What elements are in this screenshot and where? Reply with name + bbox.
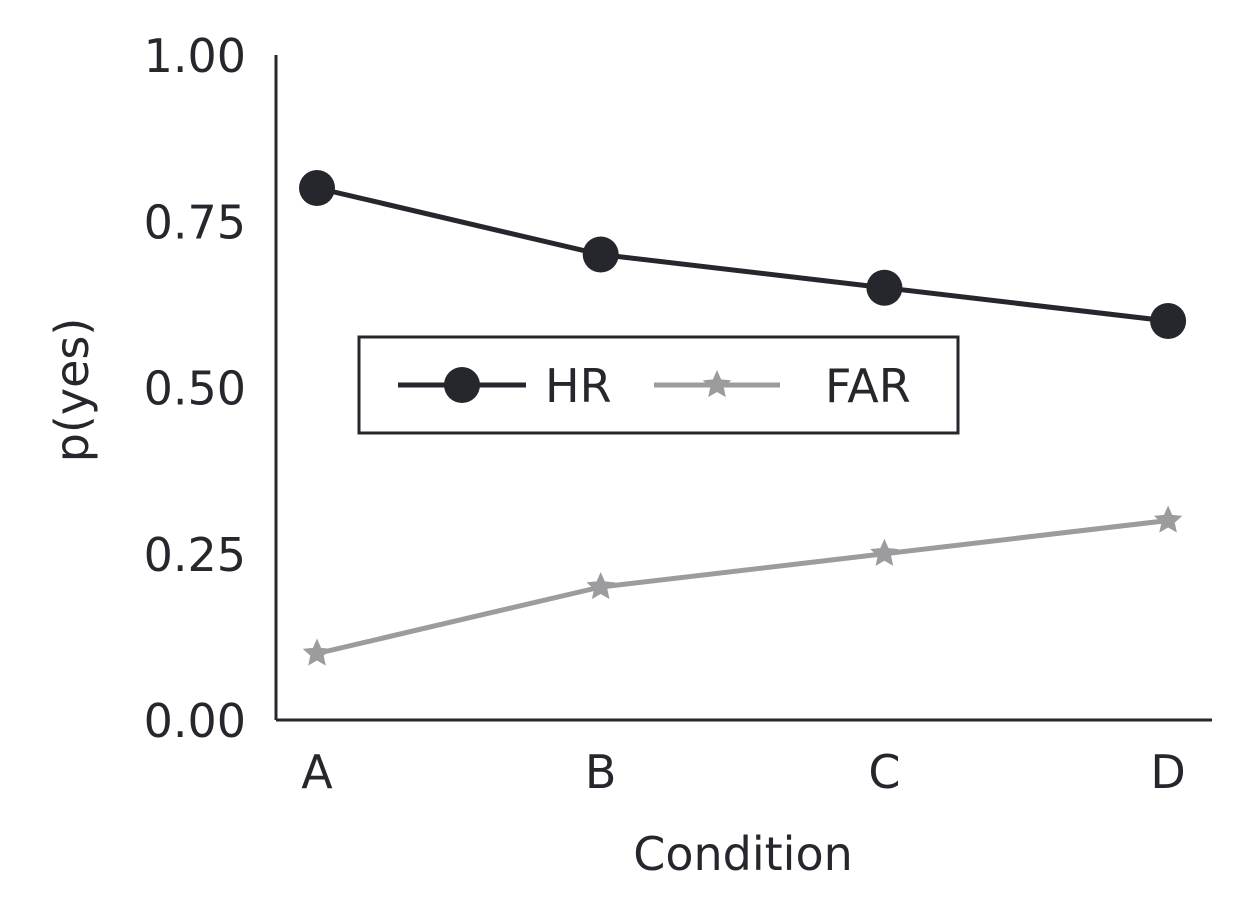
legend-hr-marker [444, 367, 480, 403]
legend-items: HR FAR [398, 359, 911, 413]
x-tick-label: C [868, 745, 900, 799]
legend-far-label: FAR [825, 359, 911, 413]
series-hr-point [582, 236, 619, 273]
legend-item-hr: HR [398, 359, 612, 413]
legend-hr-label: HR [545, 359, 612, 413]
y-tick-label: 0.25 [144, 528, 246, 582]
series-hr-point [299, 170, 335, 206]
y-tick-labels: 0.00 0.25 0.50 0.75 1.00 [144, 29, 246, 748]
legend-far-marker [702, 370, 732, 398]
series-far-point [1153, 505, 1183, 533]
x-tick-labels: A B C D [301, 745, 1186, 799]
x-tick-label: B [585, 745, 617, 799]
y-tick-label: 0.50 [144, 362, 246, 416]
series-far-point [302, 638, 332, 666]
series-far-point [586, 572, 615, 600]
x-axis-title: Condition [633, 827, 853, 881]
series-hr-point [1150, 303, 1187, 339]
series-far-point [870, 538, 899, 566]
y-tick-label: 0.75 [144, 195, 246, 249]
axes [274, 55, 1212, 722]
series-hr-point [866, 269, 903, 306]
y-tick-label: 1.00 [144, 29, 246, 83]
legend: HR FAR [357, 335, 960, 435]
series-far [302, 505, 1183, 666]
series-far-line [316, 518, 1169, 656]
series-hr [299, 170, 1187, 339]
series-hr-line [316, 185, 1169, 324]
series-layer [299, 170, 1187, 666]
y-axis-title: p(yes) [45, 318, 99, 463]
x-tick-label: A [301, 745, 333, 799]
y-tick-label: 0.00 [144, 694, 246, 748]
legend-item-far: FAR [654, 359, 911, 413]
x-tick-label: D [1150, 745, 1185, 799]
